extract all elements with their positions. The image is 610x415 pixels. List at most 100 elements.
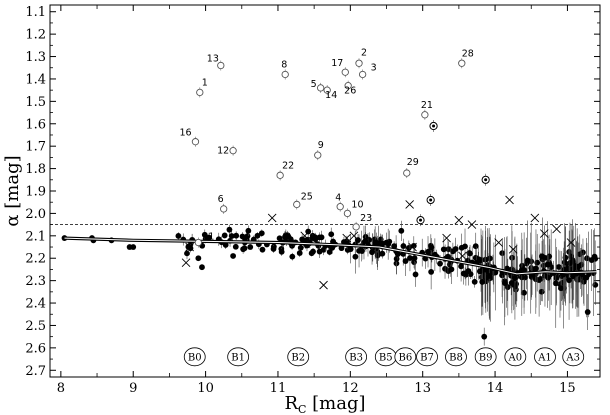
dotted-circle-center xyxy=(429,198,433,202)
filled-point xyxy=(462,243,468,250)
filled-point xyxy=(330,238,337,245)
y-tick-label: 1.6 xyxy=(25,117,46,132)
spectral-type-label: B8 xyxy=(449,352,463,363)
dotted-circle-center xyxy=(419,218,423,222)
filled-point xyxy=(393,255,400,262)
filled-point xyxy=(584,309,591,315)
spectral-type-circle xyxy=(445,347,467,367)
open-point xyxy=(220,205,228,213)
filled-point xyxy=(328,231,335,238)
filled-point xyxy=(407,255,413,261)
filled-point xyxy=(524,257,531,264)
filled-point xyxy=(329,244,336,251)
cross-point xyxy=(342,233,352,243)
filled-point xyxy=(326,249,333,255)
filled-point xyxy=(221,232,228,239)
y-tick-label: 1.5 xyxy=(25,95,46,110)
x-axis-title-main: R xyxy=(284,393,298,414)
filled-point xyxy=(428,269,435,275)
cross-point xyxy=(539,229,549,238)
filled-point xyxy=(206,234,212,241)
filled-point xyxy=(289,253,296,260)
cross-point xyxy=(494,238,504,247)
filled-point xyxy=(536,277,543,283)
filled-point xyxy=(486,273,493,279)
y-tick-label: 2.2 xyxy=(25,252,46,267)
x-axis-title-unit: [mag] xyxy=(306,393,365,414)
trend-line-core xyxy=(64,237,597,275)
point-label: 29 xyxy=(407,157,419,168)
filled-point xyxy=(383,239,390,246)
point-label: 8 xyxy=(281,59,287,70)
open-point xyxy=(458,59,466,67)
filled-point xyxy=(245,227,252,234)
filled-point xyxy=(558,285,564,292)
filled-point xyxy=(379,250,386,257)
filled-point xyxy=(344,247,351,253)
filled-point xyxy=(352,253,359,260)
filled-point xyxy=(362,233,369,240)
spectral-type-circle xyxy=(394,347,417,367)
filled-point xyxy=(476,268,483,275)
x-tick-label: 8 xyxy=(57,381,65,396)
y-tick-label: 1.3 xyxy=(25,50,46,65)
filled-point xyxy=(254,232,261,239)
x-tick-label: 14 xyxy=(487,381,504,396)
x-tick-label: 9 xyxy=(129,381,137,396)
filled-point xyxy=(542,272,548,279)
open-point xyxy=(352,223,360,231)
filled-point xyxy=(309,235,316,241)
spectral-type-label: B6 xyxy=(398,352,412,363)
y-tick-label: 1.2 xyxy=(25,28,46,43)
filled-point xyxy=(258,230,265,237)
filled-point xyxy=(425,248,431,255)
open-point xyxy=(229,147,237,155)
filled-point xyxy=(270,246,277,252)
cross-point xyxy=(467,220,477,229)
spectral-type-label: B9 xyxy=(479,352,493,363)
filled-point xyxy=(222,242,229,248)
open-point xyxy=(217,61,225,70)
cross-point xyxy=(552,224,561,234)
filled-point xyxy=(472,243,479,250)
point-label: 14 xyxy=(325,90,337,101)
spectral-type-label: B1 xyxy=(231,352,245,363)
dotted-circle-center xyxy=(484,178,488,182)
filled-point xyxy=(195,255,202,262)
spectral-type-circle xyxy=(504,347,527,367)
spectral-type-circle xyxy=(562,347,585,367)
y-tick-label: 2.0 xyxy=(25,207,46,222)
filled-point xyxy=(428,244,435,251)
filled-point xyxy=(175,233,182,239)
open-point xyxy=(355,59,363,67)
filled-point xyxy=(544,261,551,268)
point-label: 21 xyxy=(421,100,433,111)
filled-point xyxy=(437,260,443,267)
filled-point xyxy=(538,288,545,295)
point-label: 17 xyxy=(331,58,343,69)
cross-point xyxy=(458,251,467,261)
open-point xyxy=(336,203,344,211)
filled-point xyxy=(508,280,515,286)
spectral-type-row: B0 B1 B2 B3 B5 B6 B7 B8 B9 A0 A1 A3 xyxy=(183,347,585,367)
filled-point xyxy=(276,235,283,242)
filled-point xyxy=(567,260,573,266)
point-label: 16 xyxy=(179,128,191,139)
filled-point xyxy=(552,280,559,287)
spectral-type-label: B5 xyxy=(379,352,393,363)
spectral-type-label: A1 xyxy=(537,352,552,363)
y-tick-label: 2.5 xyxy=(25,319,46,334)
spectral-type-circle xyxy=(474,347,497,367)
cross-point xyxy=(508,244,518,254)
filled-point xyxy=(465,268,472,274)
filled-point xyxy=(297,244,304,251)
filled-point xyxy=(539,253,545,260)
filled-point xyxy=(230,253,236,259)
y-tick-label: 1.1 xyxy=(25,5,46,20)
y-tick-label: 1.7 xyxy=(25,140,46,155)
filled-point xyxy=(305,228,312,235)
filled-point xyxy=(316,248,323,255)
filled-point xyxy=(504,284,511,290)
y-tick-label: 1.4 xyxy=(25,72,46,87)
open-point xyxy=(293,200,301,209)
